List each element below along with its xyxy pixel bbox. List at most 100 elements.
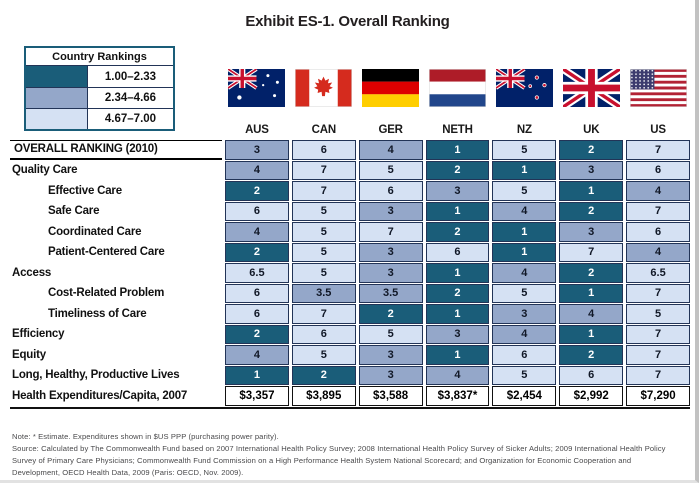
ranking-cell-us: 7 bbox=[626, 365, 690, 385]
ranking-cell-us: 5 bbox=[626, 304, 690, 324]
ranking-cell-uk: 2 bbox=[559, 263, 624, 283]
column-header-can: CAN bbox=[311, 124, 337, 136]
legend-swatch bbox=[26, 109, 88, 129]
row-label: Effective Care bbox=[48, 184, 122, 197]
row-label: OVERALL RANKING (2010) bbox=[10, 140, 222, 160]
header-row-spacer bbox=[10, 113, 222, 139]
ranking-cell-uk: 1 bbox=[559, 181, 624, 201]
ranking-cell-ger: 6 bbox=[358, 181, 423, 201]
ranking-cell-ger: 3 bbox=[358, 263, 423, 283]
table-bottom-rule bbox=[10, 406, 690, 409]
uk-flag-icon bbox=[559, 64, 623, 112]
column-header-uk: UK bbox=[583, 124, 600, 136]
ranking-cell-uk: 1 bbox=[559, 283, 624, 303]
ranking-cell-aus: 2 bbox=[225, 242, 289, 262]
ranking-cell-neth: 2 bbox=[425, 160, 490, 180]
ranking-cell-can: 6 bbox=[291, 324, 356, 344]
ranking-cell-neth: 1 bbox=[425, 140, 490, 160]
row-label: Quality Care bbox=[12, 164, 78, 177]
ranking-cell-ger: 4 bbox=[358, 140, 423, 160]
legend-body: 1.00–2.33 2.34–4.66 4.67–7.00 bbox=[26, 66, 173, 129]
ranking-cell-uk: 3 bbox=[559, 222, 624, 242]
ranking-table: AUS CAN GER NETH NZ UK US OVERALL RANKING (2010… bbox=[10, 64, 690, 426]
ranking-cell-nz: 4 bbox=[492, 324, 557, 344]
ranking-cell-ger: 5 bbox=[358, 324, 423, 344]
ranking-cell-neth: 2 bbox=[425, 283, 490, 303]
ranking-cell-can: 5 bbox=[291, 263, 356, 283]
ranking-cell-can: 7 bbox=[291, 304, 356, 324]
ranking-cell-ger: 3 bbox=[358, 201, 423, 221]
ranking-cell-neth: 4 bbox=[425, 365, 490, 385]
row-label: Equity bbox=[12, 348, 46, 361]
ranking-cell-can: 5 bbox=[291, 345, 356, 365]
ranking-cell-nz: 1 bbox=[492, 160, 557, 180]
ranking-cell-us: 7 bbox=[626, 345, 690, 365]
row-label: Coordinated Care bbox=[48, 225, 142, 238]
ranking-cell-neth: 3 bbox=[425, 181, 490, 201]
footnotes: Note: * Estimate. Expenditures shown in … bbox=[12, 431, 679, 480]
ranking-cell-neth: 3 bbox=[425, 324, 490, 344]
ranking-cell-us: 6.5 bbox=[626, 263, 690, 283]
ranking-cell-aus: 6.5 bbox=[225, 263, 289, 283]
ranking-cell-aus: 4 bbox=[225, 222, 289, 242]
ranking-cell-nz: 4 bbox=[492, 201, 557, 221]
ranking-cell-aus: 3 bbox=[225, 140, 289, 160]
ranking-cell-nz: 5 bbox=[492, 283, 557, 303]
ranking-cell-can: 2 bbox=[291, 365, 356, 385]
ranking-cell-ger: 3 bbox=[358, 345, 423, 365]
ranking-cell-uk: 3 bbox=[559, 160, 624, 180]
column-header-ger: GER bbox=[378, 124, 403, 136]
ranking-cell-nz: 4 bbox=[492, 263, 557, 283]
expenditure-cell-ger: $3,588 bbox=[358, 386, 423, 406]
legend-band-1: 2.34–4.66 bbox=[26, 87, 173, 108]
ranking-cell-nz: 3 bbox=[492, 304, 557, 324]
ranking-cell-uk: 6 bbox=[559, 365, 624, 385]
ranking-cell-us: 6 bbox=[626, 160, 690, 180]
country-rankings-legend: Country Rankings 1.00–2.33 2.34–4.66 4.67–… bbox=[24, 46, 175, 131]
row-label: Long, Healthy, Productive Lives bbox=[12, 369, 180, 382]
ranking-cell-nz: 5 bbox=[492, 181, 557, 201]
ranking-cell-ger: 7 bbox=[358, 222, 423, 242]
ranking-cell-nz: 1 bbox=[492, 222, 557, 242]
ranking-cell-can: 5 bbox=[291, 222, 356, 242]
ranking-cell-us: 4 bbox=[626, 242, 690, 262]
ranking-cell-us: 4 bbox=[626, 181, 690, 201]
ranking-cell-neth: 2 bbox=[425, 222, 490, 242]
ranking-cell-neth: 6 bbox=[425, 242, 490, 262]
ranking-cell-can: 3.5 bbox=[291, 283, 356, 303]
legend-title: Country Rankings bbox=[26, 48, 173, 66]
ranking-cell-neth: 1 bbox=[425, 345, 490, 365]
legend-band-2: 4.67–7.00 bbox=[26, 108, 173, 129]
us-flag-icon bbox=[626, 64, 690, 112]
ranking-cell-ger: 3 bbox=[358, 365, 423, 385]
ranking-cell-can: 7 bbox=[291, 160, 356, 180]
exhibit-title: Exhibit ES-1. Overall Ranking bbox=[245, 13, 450, 30]
ranking-cell-nz: 1 bbox=[492, 242, 557, 262]
ranking-cell-uk: 4 bbox=[559, 304, 624, 324]
ranking-cell-neth: 1 bbox=[425, 263, 490, 283]
row-label: Safe Care bbox=[48, 205, 100, 218]
ranking-cell-can: 5 bbox=[291, 201, 356, 221]
legend-range-label: 1.00–2.33 bbox=[104, 70, 157, 83]
expenditure-cell-neth: $3,837* bbox=[425, 386, 490, 406]
column-header-nz: NZ bbox=[516, 124, 532, 136]
ranking-cell-ger: 3 bbox=[358, 242, 423, 262]
legend-band-0: 1.00–2.33 bbox=[26, 66, 173, 87]
legend-swatch bbox=[26, 66, 88, 87]
legend-swatch bbox=[26, 88, 88, 108]
ranking-cell-aus: 6 bbox=[225, 201, 289, 221]
ranking-cell-nz: 5 bbox=[492, 365, 557, 385]
expenditure-cell-nz: $2,454 bbox=[492, 386, 557, 406]
new-zealand-flag-icon bbox=[492, 64, 556, 112]
ranking-cell-can: 6 bbox=[291, 140, 356, 160]
australia-flag-icon bbox=[225, 64, 289, 112]
footnote-note: Note: * Estimate. Expenditures shown in … bbox=[12, 432, 279, 441]
legend-range-label: 2.34–4.66 bbox=[104, 92, 157, 104]
ranking-cell-neth: 1 bbox=[425, 304, 490, 324]
ranking-cell-aus: 4 bbox=[225, 345, 289, 365]
footnote-source: Source: Calculated by The Commonwealth F… bbox=[12, 444, 666, 478]
ranking-cell-us: 7 bbox=[626, 324, 690, 344]
ranking-cell-aus: 1 bbox=[225, 365, 289, 385]
ranking-cell-can: 7 bbox=[291, 181, 356, 201]
expenditure-cell-aus: $3,357 bbox=[225, 386, 289, 406]
